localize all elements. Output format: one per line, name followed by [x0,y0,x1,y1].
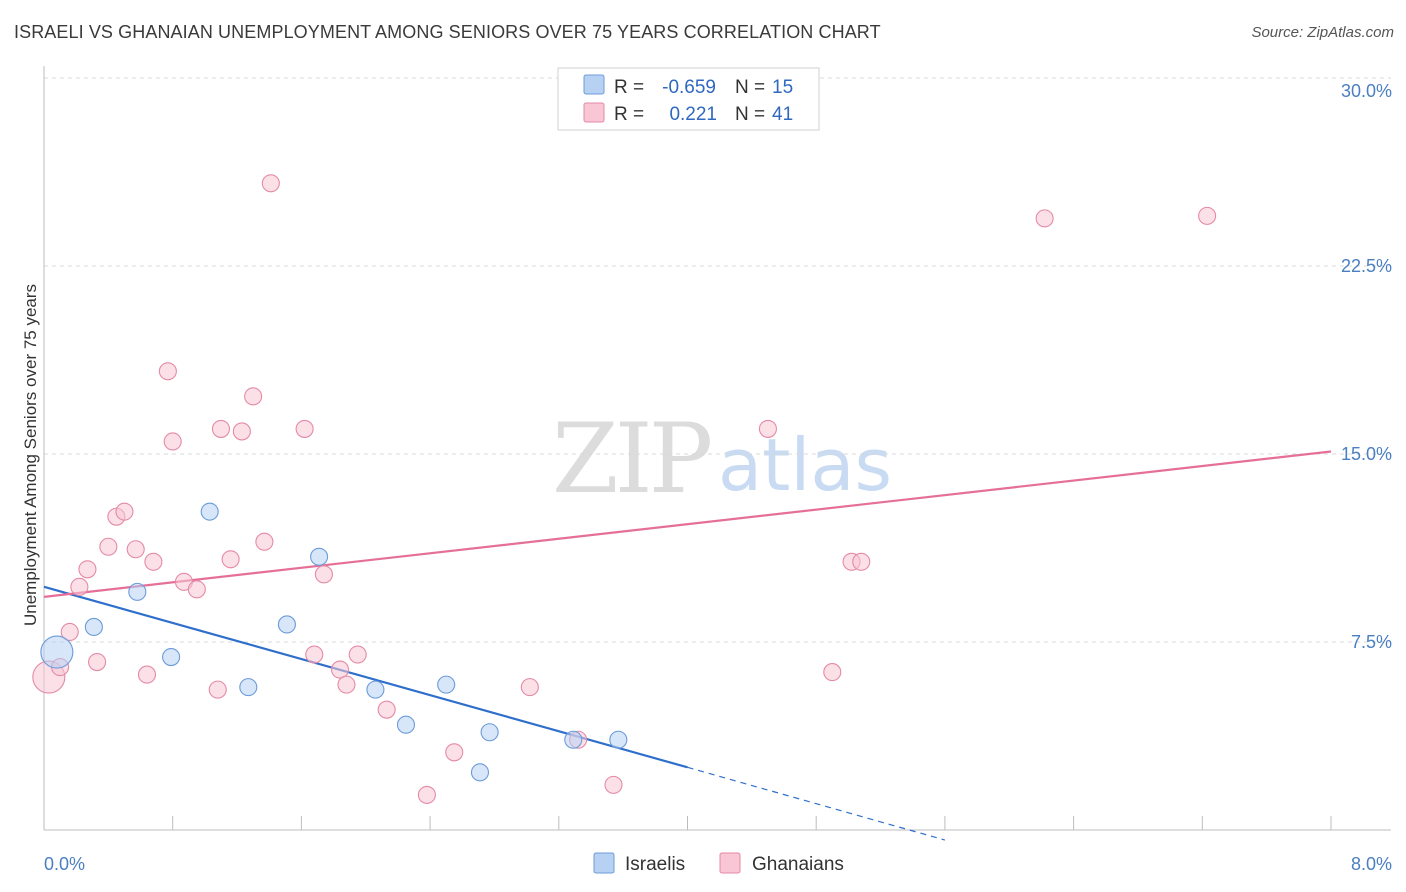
data-point-ghanaians [208,680,227,699]
data-point-ghanaians [211,419,231,438]
trend-line-ghanaians [43,450,1332,598]
y-tick-label: 15.0% [1341,444,1392,464]
x-tick-label-min: 0.0% [44,854,85,874]
data-point-ghanaians [520,678,539,697]
y-tick-label: 7.5% [1351,632,1392,652]
data-point-ghanaians [221,550,240,569]
data-point-ghanaians [417,785,436,804]
data-point-ghanaians [99,537,118,556]
y-tick-labels: 7.5% 15.0% 22.5% 30.0% [1341,81,1392,652]
data-point-ghanaians [78,560,97,579]
data-point-ghanaians [60,622,79,642]
data-point-ghanaians [348,645,367,664]
legend-swatch-israelis [583,74,605,95]
data-point-israelis [162,647,181,667]
series-legend-swatch-ghanaians [719,852,741,874]
data-point-ghanaians [261,174,280,193]
data-point-israelis [310,547,329,566]
series-legend-swatch-israelis [593,852,615,874]
data-point-israelis [396,715,416,734]
series-legend-label-ghanaians: Ghanaians [752,854,844,875]
data-point-ghanaians [1035,209,1054,228]
data-point-ghanaians [70,577,89,596]
legend-n-value-ghanaians: 41 [772,104,793,125]
data-point-ghanaians [604,775,623,794]
data-point-israelis [84,617,103,637]
data-point-ghanaians [244,387,263,406]
data-point-ghanaians [314,565,333,584]
data-point-ghanaians [377,700,396,719]
y-axis-title: Unemployment Among Seniors over 75 years [21,284,40,626]
data-point-ghanaians [144,552,163,571]
data-point-israelis [366,680,385,699]
data-point-ghanaians [255,532,274,551]
data-point-ghanaians [823,663,842,682]
data-point-israelis [609,730,628,749]
trend-line-extension-israelis [687,766,946,841]
y-tick-label: 22.5% [1341,256,1392,276]
legend-swatch-ghanaians [583,102,605,123]
data-point-israelis [128,582,147,601]
series-legend: Israelis Ghanaians [593,852,844,875]
data-point-ghanaians [126,540,145,559]
data-point-ghanaians [1198,206,1217,225]
data-point-ghanaians [337,675,356,694]
data-point-israelis [437,675,456,694]
data-point-israelis [200,502,219,521]
data-point-ghanaians [330,660,350,679]
data-point-ghanaians [115,502,134,521]
data-point-israelis [239,678,258,697]
x-ticks [43,816,1332,830]
legend-n-value-israelis: 15 [772,77,793,98]
data-point-ghanaians [305,645,324,664]
source-credit: Source: ZipAtlas.com [1251,24,1394,41]
watermark-zip: ZIP [552,403,711,515]
data-points [32,174,1217,804]
data-point-israelis [480,723,499,742]
data-point-ghanaians [232,422,251,441]
data-point-ghanaians [445,743,464,762]
legend-r-label-israelis: R = [614,77,644,98]
watermark: ZIP atlas [552,403,892,515]
data-point-israelis [564,730,583,749]
data-point-ghanaians [158,362,177,381]
data-point-ghanaians [187,580,206,599]
data-point-ghanaians [88,653,107,672]
chart-title: ISRAELI VS GHANAIAN UNEMPLOYMENT AMONG S… [14,22,881,42]
data-point-ghanaians [137,665,157,684]
correlation-legend: R = -0.659 N = 15 R = 0.221 N = 41 [557,67,820,131]
data-point-ghanaians [163,432,182,451]
data-point-ghanaians [852,552,871,571]
data-point-israelis [40,635,74,669]
legend-r-value-israelis: -0.659 [662,77,716,98]
series-legend-label-israelis: Israelis [625,854,685,875]
legend-r-label-ghanaians: R = [614,104,644,125]
legend-r-value-ghanaians: 0.221 [669,104,717,125]
data-point-ghanaians [758,419,777,438]
legend-n-label-ghanaians: N = [735,104,765,125]
legend-n-label-israelis: N = [735,77,765,98]
data-point-ghanaians [295,419,314,438]
x-tick-label-max: 8.0% [1351,854,1392,874]
y-tick-label: 30.0% [1341,81,1392,101]
data-point-israelis [277,615,296,634]
watermark-atlas: atlas [718,423,892,507]
data-point-israelis [470,763,490,782]
grid [44,77,1391,643]
